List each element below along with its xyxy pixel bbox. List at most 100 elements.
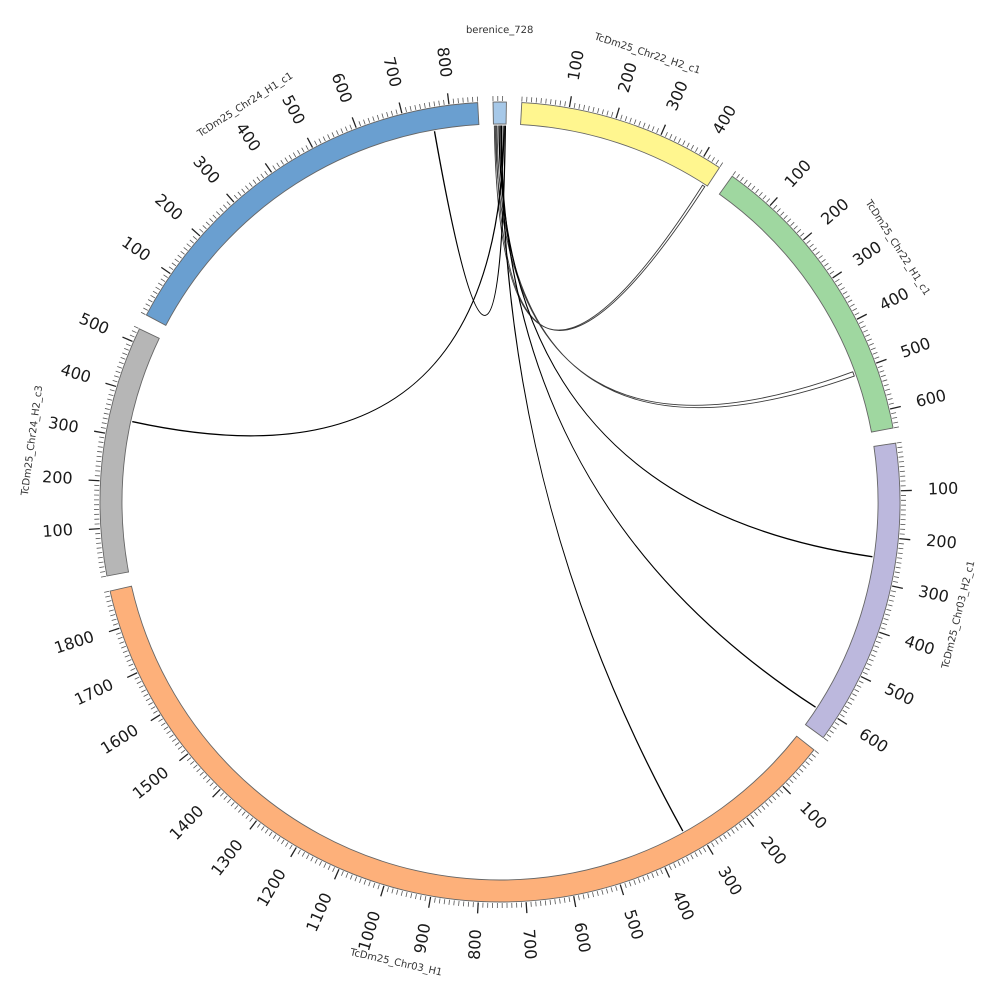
- minor-tick: [213, 785, 218, 790]
- minor-tick: [252, 179, 257, 184]
- minor-tick: [592, 892, 595, 898]
- minor-tick: [898, 456, 904, 458]
- minor-tick: [592, 106, 595, 113]
- minor-tick: [205, 221, 210, 226]
- minor-tick: [104, 408, 110, 410]
- minor-tick: [887, 398, 893, 401]
- minor-tick: [116, 632, 122, 635]
- tick-label: 200: [757, 833, 791, 869]
- minor-tick: [124, 348, 129, 351]
- minor-tick: [880, 374, 886, 378]
- tick-label: 600: [856, 724, 892, 756]
- minor-tick: [854, 689, 860, 693]
- tick-label: 1400: [165, 801, 207, 843]
- minor-tick: [341, 870, 344, 876]
- minor-tick: [638, 120, 641, 126]
- major-tick: [150, 714, 161, 722]
- tick-label: 800: [433, 46, 456, 79]
- minor-tick: [190, 760, 195, 765]
- minor-tick: [99, 436, 105, 439]
- minor-tick: [97, 552, 103, 554]
- minor-tick: [606, 888, 609, 894]
- minor-tick: [199, 228, 204, 233]
- minor-tick: [368, 881, 371, 887]
- minor-tick: [134, 676, 140, 680]
- minor-tick: [864, 667, 870, 671]
- minor-tick: [297, 149, 301, 155]
- minor-tick: [396, 889, 399, 895]
- minor-tick: [100, 575, 107, 578]
- minor-tick: [702, 847, 707, 853]
- tick-label: 100: [42, 520, 74, 541]
- major-tick: [333, 868, 340, 880]
- minor-tick: [815, 251, 820, 256]
- minor-tick: [245, 814, 250, 819]
- minor-tick: [829, 730, 834, 734]
- minor-tick: [117, 636, 123, 640]
- minor-tick: [105, 403, 112, 406]
- minor-tick: [690, 854, 694, 860]
- minor-tick: [113, 623, 119, 626]
- minor-tick: [852, 308, 858, 312]
- minor-tick: [681, 858, 685, 864]
- major-tick: [832, 271, 843, 279]
- minor-tick: [789, 779, 794, 784]
- tick-label: 100: [118, 232, 154, 265]
- minor-tick: [888, 402, 894, 405]
- minor-tick: [96, 455, 102, 458]
- minor-tick: [323, 863, 327, 868]
- links-layer: [132, 125, 873, 832]
- minor-tick: [776, 208, 781, 213]
- minor-tick: [682, 140, 686, 146]
- minor-tick: [260, 173, 265, 179]
- tick-label: 300: [47, 413, 80, 437]
- minor-tick: [606, 110, 609, 116]
- minor-tick: [128, 663, 134, 667]
- minor-tick: [583, 104, 586, 110]
- minor-tick: [837, 282, 843, 287]
- minor-tick: [559, 898, 561, 904]
- major-tick: [380, 885, 385, 897]
- major-tick: [398, 102, 403, 114]
- minor-tick: [438, 898, 441, 904]
- minor-tick: [301, 851, 305, 857]
- tick-label: 400: [668, 888, 698, 924]
- minor-tick: [336, 130, 339, 136]
- minor-tick: [573, 102, 576, 108]
- minor-tick: [219, 792, 224, 797]
- minor-tick: [344, 126, 348, 132]
- minor-tick: [868, 658, 874, 662]
- minor-tick: [891, 412, 897, 415]
- minor-tick: [762, 195, 767, 200]
- minor-tick: [285, 842, 289, 847]
- minor-tick: [893, 421, 899, 424]
- major-tick: [212, 788, 221, 798]
- minor-tick: [554, 899, 556, 905]
- minor-tick: [893, 576, 899, 578]
- minor-tick: [811, 753, 816, 758]
- segment-TcDm25_Chr22_H2_c1: [520, 102, 721, 187]
- tick-label: 400: [876, 284, 912, 315]
- tick-label: 300: [662, 78, 692, 114]
- major-tick: [769, 196, 778, 206]
- minor-tick: [363, 879, 367, 885]
- minor-tick: [715, 159, 720, 165]
- minor-tick: [620, 114, 623, 120]
- tick-label: 300: [714, 863, 746, 899]
- minor-tick: [624, 882, 627, 888]
- minor-tick: [894, 426, 900, 429]
- minor-tick: [358, 121, 362, 127]
- minor-tick: [423, 103, 426, 109]
- minor-tick: [196, 768, 201, 773]
- tick-label: 800: [465, 929, 486, 961]
- minor-tick: [166, 730, 171, 735]
- major-tick: [446, 93, 450, 105]
- minor-tick: [832, 726, 837, 730]
- tick-label: 200: [614, 60, 641, 95]
- minor-tick: [847, 701, 853, 705]
- minor-tick: [587, 893, 590, 899]
- minor-tick: [177, 254, 182, 259]
- major-tick: [249, 820, 258, 830]
- tick-label: 500: [882, 679, 918, 709]
